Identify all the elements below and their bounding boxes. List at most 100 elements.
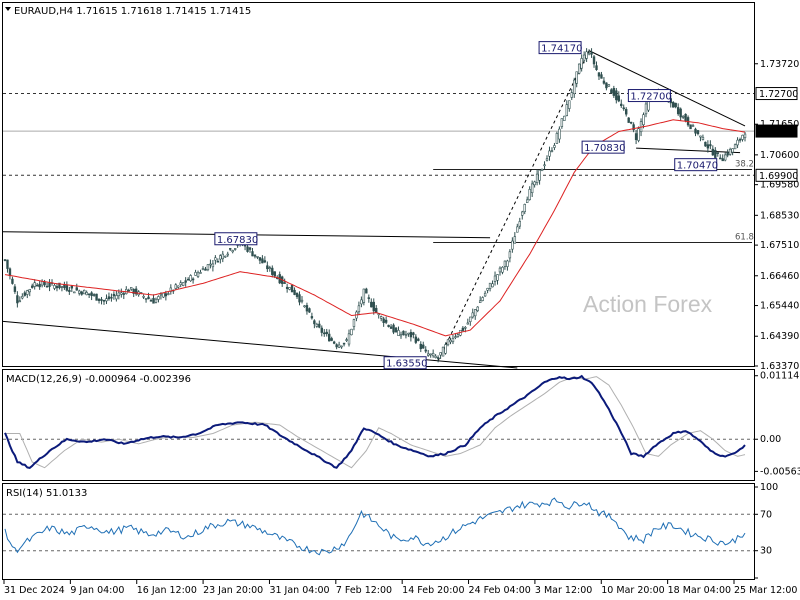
candle-body (454, 336, 457, 338)
candle-body (305, 305, 309, 312)
candle-body (342, 342, 346, 345)
candle-body (610, 89, 613, 94)
candle-body (528, 189, 531, 200)
candle-body (159, 293, 163, 296)
candle-body (87, 293, 91, 296)
candle (728, 147, 732, 156)
macd-signal-line (5, 376, 746, 469)
candle-body (295, 292, 299, 297)
candle-body (701, 136, 705, 140)
candle-body (375, 307, 378, 314)
price-label-text: 1.67830 (217, 235, 258, 246)
candle-body (711, 148, 715, 156)
time-tick-label: 3 Mar 12:00 (535, 585, 592, 596)
candle (3, 259, 7, 262)
candle-body (256, 256, 259, 258)
candle-body (543, 164, 546, 167)
price-label-box (538, 41, 582, 55)
candle-body (271, 267, 274, 275)
candle-body (293, 289, 296, 295)
candle-body (95, 293, 98, 301)
candle-body (474, 309, 477, 317)
candle-body (558, 128, 561, 140)
candle (48, 279, 51, 292)
candle (352, 318, 356, 331)
candle (313, 319, 316, 329)
candle-body (325, 331, 328, 335)
rsi-panel-title: RSI(14) 51.0133 (6, 488, 87, 499)
candle (157, 295, 160, 303)
candle-body (565, 104, 569, 116)
candle-body (18, 300, 22, 303)
candle-body (115, 295, 118, 300)
candle-body (394, 327, 398, 333)
price-tick-label: 1.70600 (760, 150, 799, 161)
candle (691, 123, 695, 127)
candle (332, 340, 336, 345)
candle (174, 283, 177, 291)
candle-body (724, 154, 727, 161)
candle (229, 247, 232, 251)
candle (733, 143, 737, 150)
candle (679, 107, 682, 121)
candle-body (694, 128, 697, 134)
candle-body (290, 284, 294, 293)
candle (548, 146, 551, 161)
candle-body (407, 332, 410, 335)
candle-body (300, 299, 304, 302)
price-label-box (581, 140, 625, 154)
candle-body (684, 113, 687, 122)
dropdown-triangle-icon[interactable] (5, 7, 11, 11)
candle (379, 315, 383, 322)
candle-body (266, 265, 269, 270)
candle-body (704, 141, 707, 147)
candle-body (367, 297, 371, 299)
candle-body (736, 139, 739, 146)
candle-body (28, 289, 31, 293)
candle-body (107, 296, 111, 300)
price-labels: 1.74170 1.72700 1.70830 1.70470 1.67830 1.635… (214, 41, 718, 370)
macd-tick-label: 0.011146 (760, 371, 800, 382)
candle-body (429, 353, 432, 356)
time-axis: 31 Dec 2024 9 Jan 04:00 16 Jan 12:00 23 Jan… (3, 580, 797, 596)
candle (199, 269, 202, 274)
time-tick-label: 25 Mar 12:00 (734, 585, 797, 596)
time-tick-label: 10 Mar 20:00 (601, 585, 664, 596)
candle-body (550, 150, 554, 152)
candle (303, 305, 306, 308)
candle (704, 141, 707, 147)
candle-body (441, 346, 445, 357)
candle (82, 289, 86, 295)
candle (23, 290, 26, 297)
candle (689, 124, 692, 130)
candle-body (560, 118, 564, 127)
candle-body (590, 52, 593, 55)
candle-body (464, 327, 467, 329)
candle-body (154, 298, 158, 303)
candle-body (144, 298, 148, 300)
candle-body (332, 341, 336, 344)
candle-body (637, 128, 640, 141)
candle (221, 250, 224, 263)
watermark-text: Action Forex (583, 291, 713, 317)
candle (112, 291, 116, 300)
candle-body (521, 211, 524, 216)
candle (409, 329, 413, 342)
macd-tick-label: -0.005639 (760, 466, 800, 477)
candle (528, 186, 531, 201)
candle (451, 334, 455, 345)
candle-body (285, 286, 289, 289)
candle-body (191, 278, 195, 281)
candle-body (612, 88, 616, 96)
candle (28, 288, 31, 297)
candle (144, 298, 148, 303)
candle (439, 352, 442, 359)
candle-body (627, 117, 630, 123)
candle (60, 285, 64, 292)
candle-body (585, 51, 588, 59)
candle (382, 316, 385, 327)
candle (360, 296, 363, 308)
candle (194, 269, 197, 276)
candle (389, 324, 393, 329)
candle (92, 293, 96, 297)
